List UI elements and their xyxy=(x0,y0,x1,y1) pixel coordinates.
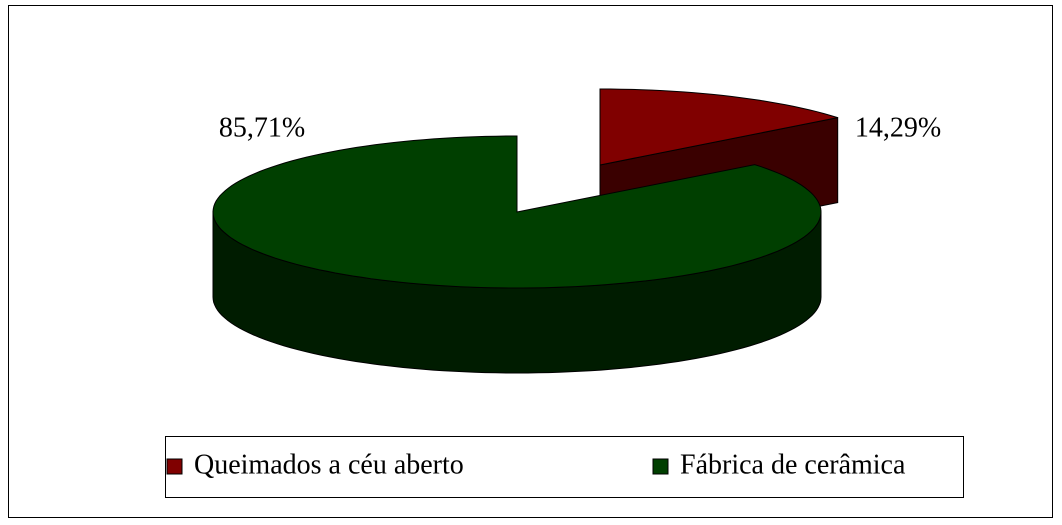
data-label: 14,29% xyxy=(855,112,941,143)
data-label: 85,71% xyxy=(219,112,305,143)
slice xyxy=(212,135,822,289)
legend-swatch xyxy=(652,458,669,475)
legend-swatch xyxy=(166,458,183,475)
slice xyxy=(599,88,838,166)
legend-box xyxy=(165,436,964,498)
legend-label: Queimados a céu aberto xyxy=(194,449,464,480)
legend-label: Fábrica de cerâmica xyxy=(680,449,906,480)
